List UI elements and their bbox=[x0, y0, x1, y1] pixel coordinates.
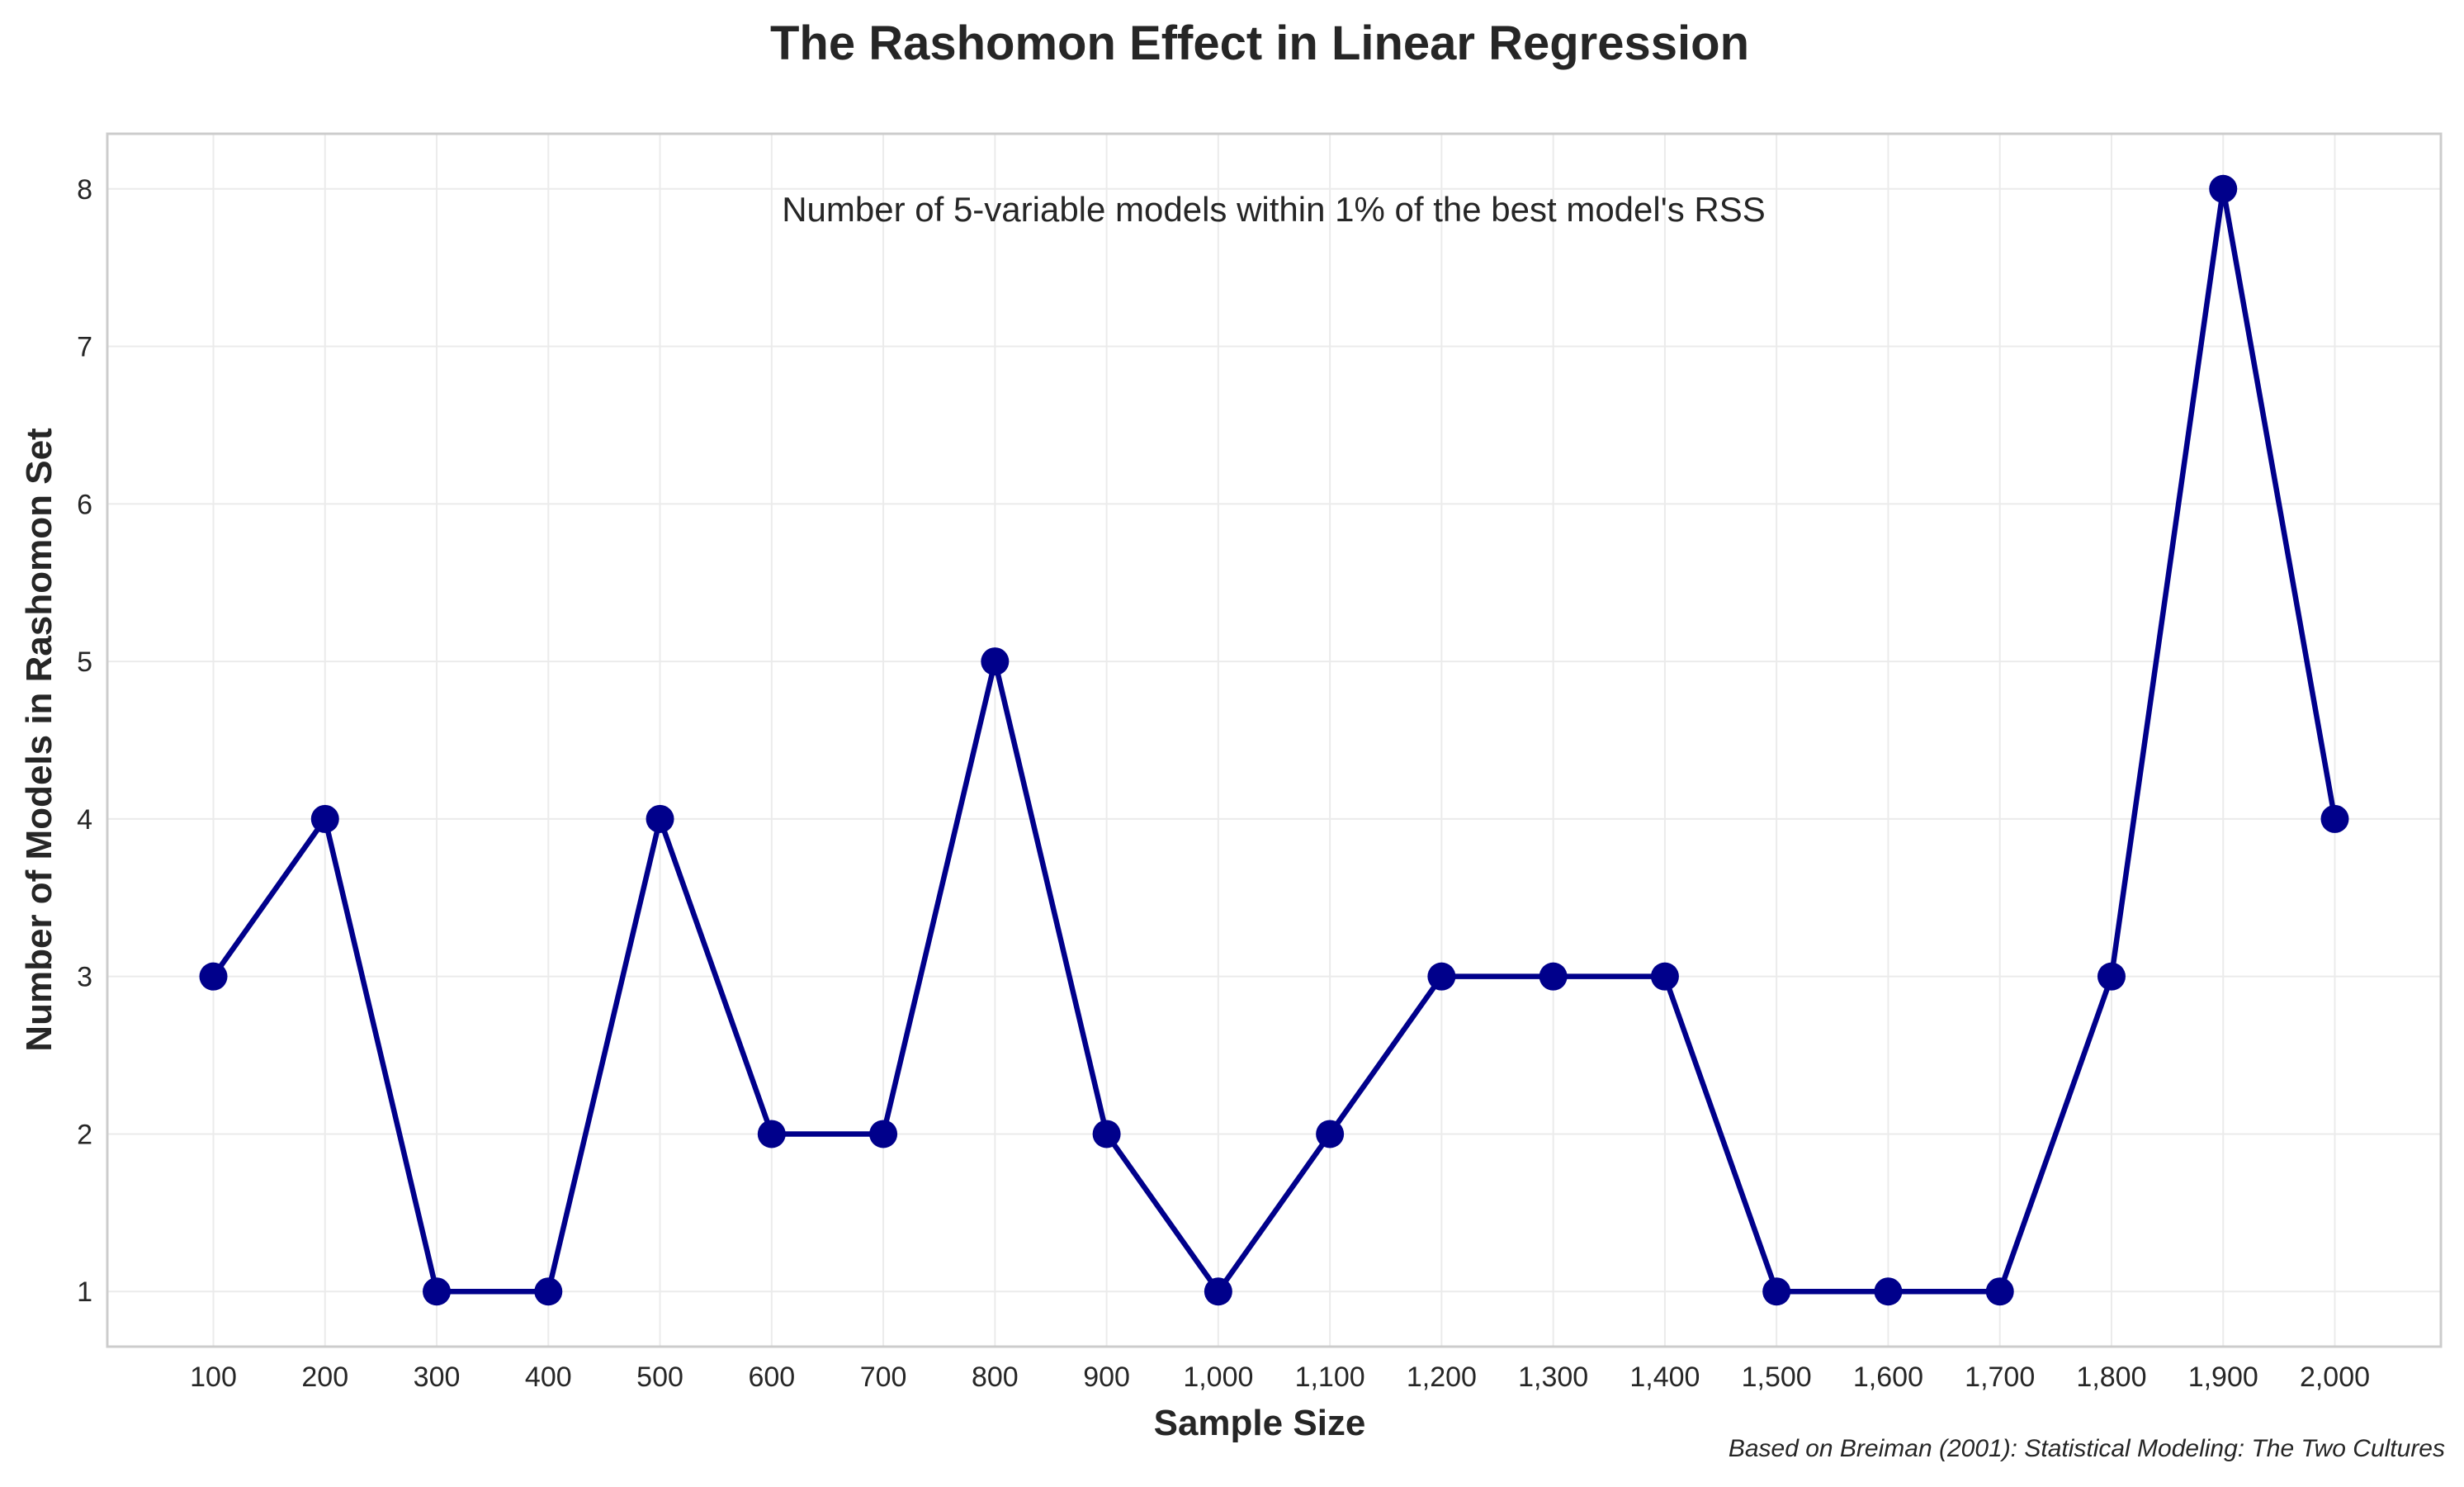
x-tick-label: 1,400 bbox=[1629, 1362, 1700, 1393]
x-tick-label: 100 bbox=[190, 1362, 237, 1393]
y-tick-label: 6 bbox=[77, 489, 92, 520]
y-tick-label: 8 bbox=[77, 174, 92, 206]
data-point bbox=[1986, 1277, 2014, 1305]
x-tick-label: 200 bbox=[301, 1362, 348, 1393]
x-tick-label: 1,100 bbox=[1295, 1362, 1365, 1393]
data-point bbox=[981, 647, 1009, 675]
x-tick-label: 2,000 bbox=[2300, 1362, 2370, 1393]
chart-annotation: Number of 5-variable models within 1% of… bbox=[782, 190, 1766, 229]
y-tick-label: 5 bbox=[77, 646, 92, 678]
x-tick-label: 500 bbox=[636, 1362, 683, 1393]
data-point bbox=[2209, 175, 2237, 203]
data-point bbox=[200, 963, 228, 991]
chart-caption: Based on Breiman (2001): Statistical Mod… bbox=[1729, 1435, 2445, 1462]
y-tick-label: 2 bbox=[77, 1119, 92, 1150]
data-point bbox=[1316, 1120, 1344, 1148]
x-tick-label: 800 bbox=[972, 1362, 1019, 1393]
data-point bbox=[1204, 1277, 1232, 1305]
data-point bbox=[1427, 963, 1455, 991]
x-tick-label: 1,200 bbox=[1407, 1362, 1477, 1393]
chart-title: The Rashomon Effect in Linear Regression bbox=[770, 17, 1749, 70]
y-tick-label: 4 bbox=[77, 804, 92, 836]
data-point bbox=[2097, 963, 2126, 991]
data-point bbox=[2321, 805, 2349, 833]
x-tick-label: 1,700 bbox=[1965, 1362, 2035, 1393]
data-point bbox=[1651, 963, 1679, 991]
x-tick-label: 900 bbox=[1083, 1362, 1130, 1393]
x-tick-label: 1,500 bbox=[1742, 1362, 1812, 1393]
x-tick-label: 1,600 bbox=[1853, 1362, 1923, 1393]
y-tick-label: 3 bbox=[77, 962, 92, 993]
y-tick-label: 1 bbox=[77, 1276, 92, 1308]
data-point bbox=[869, 1120, 897, 1148]
x-axis-label: Sample Size bbox=[1154, 1403, 1366, 1443]
data-point bbox=[758, 1120, 786, 1148]
x-tick-label: 600 bbox=[748, 1362, 795, 1393]
x-tick-label: 1,300 bbox=[1518, 1362, 1588, 1393]
data-point bbox=[1539, 963, 1568, 991]
data-point bbox=[534, 1277, 562, 1305]
y-axis-label: Number of Models in Rashomon Set bbox=[19, 428, 59, 1052]
data-point bbox=[646, 805, 674, 833]
data-point bbox=[1762, 1277, 1790, 1305]
x-tick-label: 1,800 bbox=[2076, 1362, 2146, 1393]
x-tick-label: 400 bbox=[525, 1362, 572, 1393]
x-tick-label: 300 bbox=[414, 1362, 461, 1393]
data-point bbox=[311, 805, 339, 833]
y-tick-label: 7 bbox=[77, 332, 92, 363]
data-point bbox=[423, 1277, 451, 1305]
data-point bbox=[1874, 1277, 1902, 1305]
x-tick-label: 1,000 bbox=[1183, 1362, 1253, 1393]
x-tick-label: 700 bbox=[860, 1362, 907, 1393]
x-tick-label: 1,900 bbox=[2188, 1362, 2258, 1393]
data-point bbox=[1093, 1120, 1121, 1148]
